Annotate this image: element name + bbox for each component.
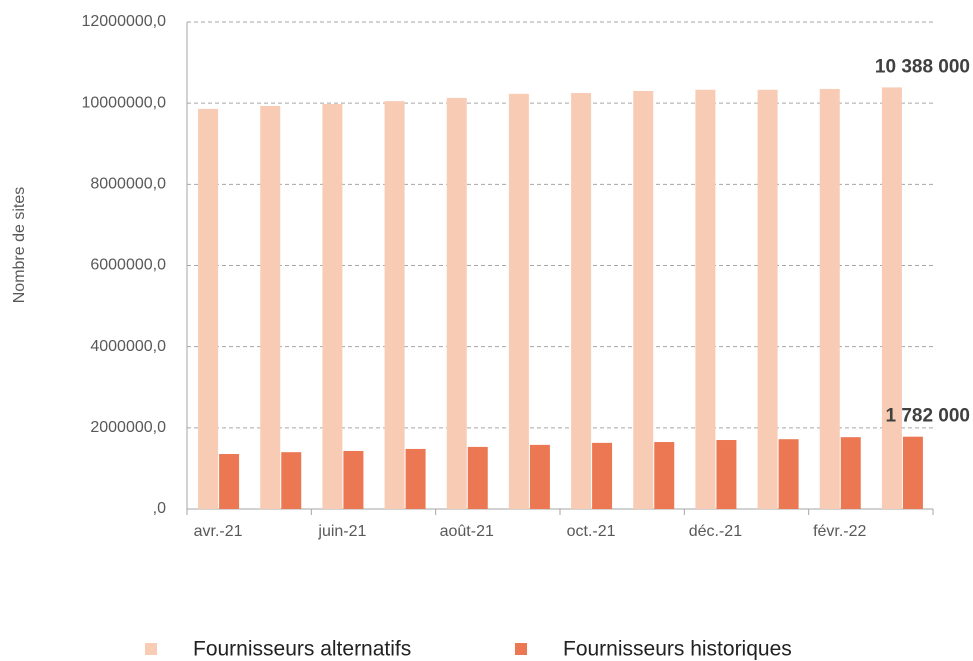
data-label: 10 388 000	[875, 56, 970, 77]
x-tick-label: déc.-21	[689, 523, 742, 540]
bar	[592, 442, 613, 509]
bar	[778, 439, 799, 509]
y-tick-label: 2000000,0	[90, 419, 166, 436]
bar	[654, 442, 675, 509]
bar	[716, 440, 737, 509]
bar	[322, 103, 343, 509]
bar	[529, 444, 550, 509]
bar	[446, 97, 467, 509]
y-tick-label: 6000000,0	[90, 257, 166, 274]
legend-label: Fournisseurs historiques	[563, 638, 792, 661]
legend-label: Fournisseurs alternatifs	[193, 638, 411, 661]
x-tick-label: avr.-21	[194, 523, 243, 540]
bar	[260, 106, 281, 509]
x-tick-label: oct.-21	[567, 523, 616, 540]
legend-swatch	[515, 643, 527, 655]
bar	[384, 101, 405, 509]
bar	[198, 108, 219, 510]
bar	[405, 448, 426, 509]
bar	[840, 437, 861, 509]
bar	[467, 446, 488, 509]
legend-swatch	[145, 643, 157, 655]
bar	[508, 93, 529, 510]
x-tick-label: févr.-22	[813, 523, 866, 540]
bar	[757, 89, 778, 509]
y-tick-label: 8000000,0	[90, 176, 166, 193]
bar	[281, 452, 302, 509]
bar	[219, 454, 240, 509]
x-tick-label: août-21	[440, 523, 494, 540]
y-tick-label: ,0	[153, 500, 166, 517]
bar	[819, 88, 840, 510]
x-tick-label: juin-21	[317, 523, 366, 540]
data-label: 1 782 000	[885, 406, 970, 427]
y-tick-label: 12000000,0	[81, 13, 166, 30]
bar	[343, 450, 364, 509]
bar	[881, 87, 902, 509]
y-tick-label: 4000000,0	[90, 338, 166, 355]
bar	[695, 89, 716, 509]
y-axis-label: Nombre de sites	[11, 187, 28, 304]
bar	[902, 436, 923, 509]
bar	[633, 90, 654, 509]
bar	[571, 93, 592, 509]
y-tick-label: 10000000,0	[81, 94, 166, 111]
